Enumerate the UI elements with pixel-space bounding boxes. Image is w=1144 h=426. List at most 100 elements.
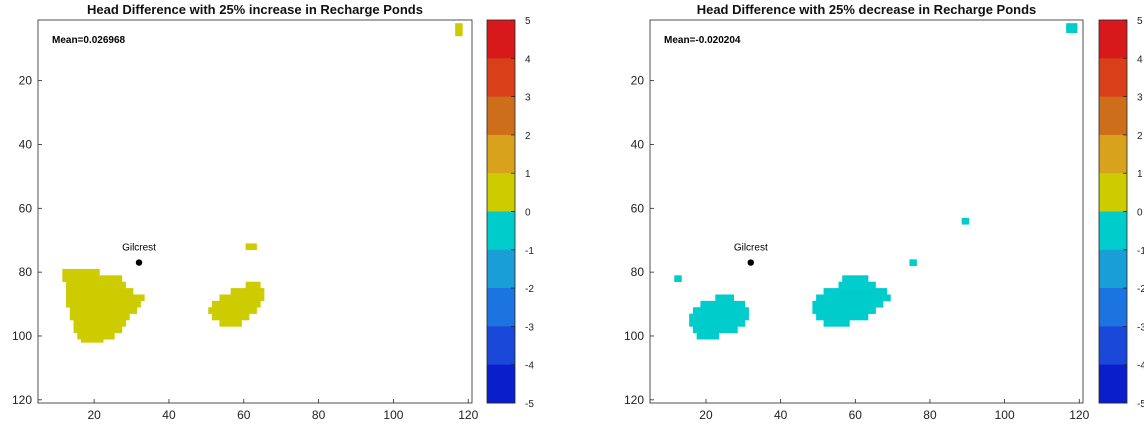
colorbar: 5 4 3 2 1 0 -1 -2 -3 -4 -5: [1098, 16, 1144, 410]
y-tick-label: 120: [12, 393, 32, 407]
colorbar-segment: [1099, 249, 1127, 289]
x-tick-label: 120: [1069, 408, 1089, 422]
colorbar-segment: [487, 20, 515, 59]
heatmap-cell: [823, 288, 888, 295]
heatmap-cell: [73, 320, 126, 327]
y-tick-label: 20: [631, 74, 645, 88]
colorbar-segment: [1099, 20, 1127, 59]
y-tick-label: 100: [12, 329, 32, 343]
colorbar-tick-label: -3: [1137, 322, 1144, 333]
colorbar-segment: [1099, 288, 1127, 327]
y-tick-label: 60: [631, 201, 645, 215]
colorbar-tick-label: -2: [525, 284, 534, 295]
colorbar-tick-label: 2: [525, 131, 531, 142]
heatmap-cell: [211, 300, 261, 308]
colorbar-segment: [487, 96, 515, 136]
colorbar-segment: [1099, 173, 1127, 212]
mean-annotation: Mean=-0.020204: [664, 35, 741, 46]
heatmap-cell: [62, 268, 100, 276]
x-tick-label: 100: [995, 408, 1015, 422]
x-tick-label: 20: [699, 408, 713, 422]
heatmap-cell: [961, 217, 970, 225]
heatmap-cell: [66, 288, 134, 295]
x-tick-label: 100: [383, 408, 403, 422]
chart-title: Head Difference with 25% decrease in Rec…: [697, 2, 1037, 17]
y-tick-label: 40: [631, 137, 645, 151]
colorbar-tick-label: 4: [525, 54, 531, 65]
colorbar-segment: [487, 173, 515, 212]
colorbar-tick-label: 2: [1137, 131, 1143, 142]
colorbar-segment: [1099, 326, 1127, 366]
colorbar-segment: [487, 249, 515, 289]
heatmap-cell: [81, 335, 104, 343]
heatmap-cell: [909, 259, 917, 267]
colorbar-tick-label: -5: [525, 399, 534, 410]
gilcrest-marker: [135, 259, 143, 266]
heatmap-cell: [812, 300, 884, 308]
heatmap-cell: [692, 307, 749, 314]
colorbar-tick-label: 3: [1137, 93, 1143, 104]
heatmap-cell: [842, 275, 869, 283]
heatmap-cell: [812, 307, 876, 314]
colorbar-segment: [1099, 364, 1127, 404]
colorbar-segment: [487, 211, 515, 251]
heatmap-cell: [696, 332, 720, 340]
y-tick-label: 120: [624, 393, 644, 407]
x-tick-label: 120: [458, 408, 478, 422]
gilcrest-marker: [747, 259, 754, 266]
heatmap-cell: [689, 320, 746, 327]
colorbar-segment: [1099, 134, 1127, 174]
heatmap-cell: [219, 294, 265, 302]
heatmap-cell: [455, 23, 463, 30]
heatmap-cell: [674, 275, 682, 283]
heatmap-panel-1: Head Difference with 25% increase in Rec…: [12, 2, 534, 422]
heatmap-cell: [69, 307, 138, 314]
heatmap-cell: [689, 313, 749, 321]
colorbar-segment: [1099, 211, 1127, 251]
colorbar-tick-label: -4: [1137, 361, 1144, 372]
colorbar-segment: [487, 288, 515, 327]
y-tick-label: 80: [19, 265, 33, 279]
colorbar-tick-label: 5: [525, 16, 531, 27]
heatmap-cell: [69, 313, 130, 321]
y-tick-label: 40: [19, 137, 33, 151]
x-tick-label: 80: [923, 408, 937, 422]
colorbar-tick-label: 0: [1137, 208, 1143, 219]
colorbar-tick-label: 4: [1137, 54, 1143, 65]
x-tick-label: 40: [162, 408, 176, 422]
heatmap-cell: [1066, 26, 1078, 34]
heatmap-cell: [692, 326, 738, 334]
heatmap-cell: [230, 288, 265, 295]
colorbar: 5 4 3 2 1 0 -1 -2 -3 -4 -5: [486, 16, 534, 410]
colorbar-segment: [487, 326, 515, 366]
y-tick-label: 20: [19, 74, 33, 88]
heatmap-cell: [245, 281, 261, 289]
colorbar-tick-label: 5: [1137, 16, 1143, 27]
x-tick-label: 40: [774, 408, 788, 422]
y-tick-label: 80: [631, 265, 645, 279]
colorbar-tick-label: -1: [1137, 246, 1144, 257]
heatmap-cell: [455, 29, 463, 37]
heatmap-cell: [700, 300, 746, 308]
colorbar-segment: [487, 58, 515, 97]
colorbar-segment: [487, 134, 515, 174]
plot-area: [37, 19, 473, 404]
heatmap-cell: [816, 294, 891, 302]
heatmap-cell: [73, 326, 123, 334]
colorbar-tick-label: -4: [525, 361, 534, 372]
heatmap-cell: [219, 320, 242, 327]
heatmap-cell: [66, 300, 141, 308]
y-tick-label: 100: [624, 329, 644, 343]
heatmap-cells: [62, 23, 463, 343]
chart-title: Head Difference with 25% increase in Rec…: [87, 2, 423, 17]
colorbar-tick-label: 3: [525, 93, 531, 104]
colorbar-tick-label: 0: [525, 208, 531, 219]
gilcrest-label: Gilcrest: [734, 243, 768, 254]
colorbar-tick-label: -1: [525, 246, 534, 257]
colorbar-tick-label: 1: [525, 169, 531, 180]
heatmap-cell: [211, 313, 250, 321]
colorbar-tick-label: -2: [1137, 284, 1144, 295]
heatmap-cell: [816, 313, 869, 321]
heatmap-cell: [208, 307, 257, 314]
